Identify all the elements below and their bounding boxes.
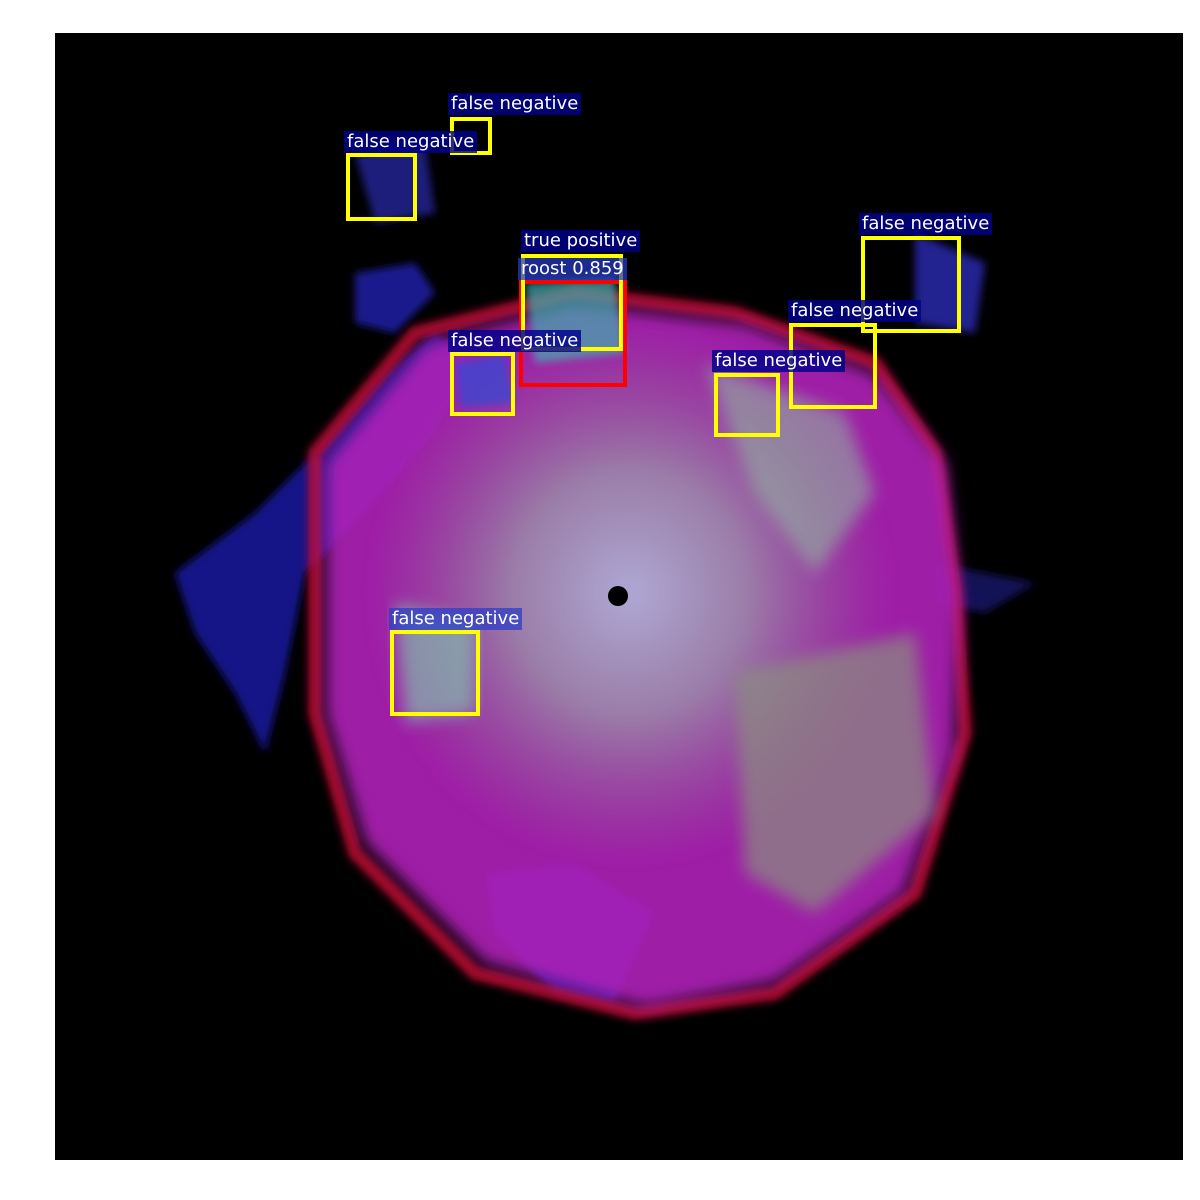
gt-box-right-low [714, 373, 780, 437]
label-false-negative: false negative [344, 131, 478, 153]
radar-center [608, 586, 628, 606]
label-false-negative: false negative [712, 350, 846, 372]
gt-box-top-left [346, 153, 417, 221]
label-prediction-score: roost 0.859 [518, 258, 627, 280]
label-false-negative: false negative [389, 608, 523, 630]
radar-image-panel [55, 33, 1183, 1160]
gt-box-lower-left [390, 630, 480, 716]
label-false-negative: false negative [859, 213, 993, 235]
label-false-negative: false negative [448, 330, 582, 352]
red-fringe [308, 285, 973, 1021]
gt-box-center-left [450, 352, 515, 416]
radar-reflectivity-image [175, 143, 1035, 1021]
gt-box-right-top [861, 236, 961, 333]
label-false-negative: false negative [788, 300, 922, 322]
label-false-negative: false negative [448, 93, 582, 115]
label-true-positive: true positive [521, 230, 641, 252]
